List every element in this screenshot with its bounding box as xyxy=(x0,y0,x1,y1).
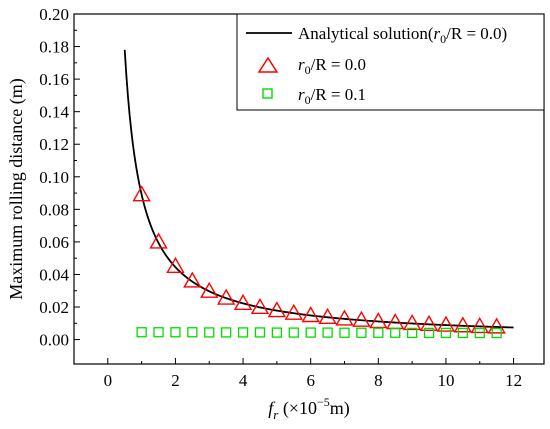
y-tick-label: 0.16 xyxy=(39,70,69,89)
legend-swatch-square xyxy=(262,88,273,99)
y-tick-label: 0.18 xyxy=(39,38,69,57)
series-r0R-0.0-point xyxy=(200,281,219,298)
series-r0R-0.1-point xyxy=(237,327,249,338)
series-r0R-0.0-point xyxy=(487,317,506,334)
series-r0R-0.0-point xyxy=(335,309,354,326)
series-r0R-0.0-point xyxy=(453,316,473,333)
series-r0R-0.1-point xyxy=(474,327,485,339)
series-r0R-0.0-point xyxy=(233,293,253,310)
x-axis-title: fr (×10−5m) xyxy=(268,395,350,422)
y-tick-label: 0.12 xyxy=(39,135,69,154)
series-r0R-0.0-point xyxy=(166,256,185,274)
series-r0R-0.0-point xyxy=(318,307,337,324)
legend-label-r0R-0.0: r0/R = 0.0 xyxy=(298,55,366,77)
series-r0R-0.0-point xyxy=(250,297,270,315)
series-r0R-0.1-point xyxy=(254,327,266,338)
series-r0R-0.0-point xyxy=(149,232,168,249)
series-r0R-0.1-point xyxy=(390,327,401,338)
series-r0R-0.0-point xyxy=(267,301,287,318)
y-tick-label: 0.08 xyxy=(39,200,69,219)
ticks: 0 2 4 6 8 10 12 0.00 0.02 0.04 0.06 0.08 0.10 0.12 0.1… xyxy=(39,5,522,390)
series-r0R-0.0-point xyxy=(402,314,422,331)
series-r0R-0.0-point xyxy=(369,312,388,329)
series-r0R-0.0-point xyxy=(216,288,236,305)
series-r0R-0.1-point xyxy=(305,327,316,338)
series-r0R-0.0-point xyxy=(436,315,456,332)
series-analytical-line xyxy=(123,49,514,329)
legend-label-r0R-0.1: r0/R = 0.1 xyxy=(298,85,366,107)
x-tick-label: 2 xyxy=(171,371,180,390)
x-tick-label: 4 xyxy=(239,371,248,390)
series-r0R-0.0-point xyxy=(301,306,320,323)
series-r0R-0.1-point xyxy=(457,327,468,339)
x-tick-label: 0 xyxy=(104,371,113,390)
y-tick-label: 0.00 xyxy=(39,331,69,350)
y-tick-label: 0.14 xyxy=(39,103,69,122)
series-layer xyxy=(123,49,514,339)
legend-swatch-triangle xyxy=(257,56,279,73)
legend: Analytical solution(r0/R = 0.0) r0/R = 0… xyxy=(236,13,545,111)
x-tick-label: 12 xyxy=(505,371,522,390)
series-r0R-0.1-point xyxy=(373,327,384,338)
series-r0R-0.0-point xyxy=(470,316,489,334)
series-r0R-0.1-point xyxy=(406,327,418,339)
y-tick-label: 0.02 xyxy=(39,298,69,317)
y-tick-label: 0.10 xyxy=(39,168,69,187)
y-tick-label: 0.20 xyxy=(39,5,69,24)
series-r0R-0.1-point xyxy=(204,327,215,338)
legend-label-analytical: Analytical solution(r0/R = 0.0) xyxy=(298,24,507,46)
series-r0R-0.1-point xyxy=(491,327,502,339)
series-r0R-0.1-point xyxy=(423,327,435,339)
series-r0R-0.1-point xyxy=(170,327,181,338)
y-tick-label: 0.04 xyxy=(39,265,69,284)
series-r0R-0.1-point xyxy=(221,327,232,338)
series-r0R-0.1-point xyxy=(153,327,164,338)
series-r0R-0.1-point xyxy=(339,327,350,338)
series-r0R-0.1-point xyxy=(322,327,333,338)
x-tick-label: 6 xyxy=(306,371,315,390)
y-tick-label: 0.06 xyxy=(39,233,69,252)
x-tick-label: 8 xyxy=(374,371,383,390)
series-r0R-0.0-point xyxy=(352,310,371,327)
series-r0R-0.0-point xyxy=(419,314,439,331)
series-r0R-0.1-point xyxy=(187,327,198,338)
series-r0R-0.0-point xyxy=(132,185,151,202)
series-r0R-0.1-point xyxy=(288,327,299,338)
series-r0R-0.1-point xyxy=(440,327,452,339)
series-r0R-0.1-point xyxy=(356,327,367,338)
series-r0R-0.1-point xyxy=(271,327,283,338)
legend-box xyxy=(236,13,545,111)
series-r0R-0.0-point xyxy=(284,303,303,320)
y-axis-title: Maximum rolling distance (m) xyxy=(6,78,27,299)
series-r0R-0.0-point xyxy=(183,271,202,288)
series-r0R-0.1-point xyxy=(136,327,147,338)
x-tick-label: 10 xyxy=(437,371,454,390)
